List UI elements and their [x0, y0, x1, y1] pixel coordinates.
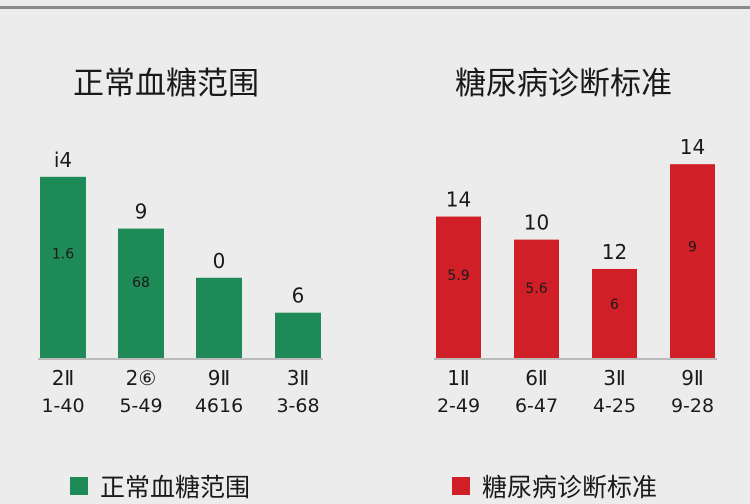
left-legend: 正常血糖范围 [70, 468, 250, 504]
diabetes-bar-inner-label-1: 5.9 [447, 268, 469, 284]
legend-swatch-diabetes [452, 477, 470, 495]
right-chart-title: 糖尿病诊断标准 [455, 66, 672, 102]
normal-bar-3 [196, 277, 242, 358]
diabetes-range-label-2: 6-47 [515, 395, 558, 417]
normal-tick-label-3: 9Ⅱ [208, 366, 231, 390]
normal-tick-label-4: 3Ⅱ [287, 366, 310, 390]
normal-bar-top-label-1: i4 [54, 148, 72, 172]
normal-range-label-4: 3-68 [276, 395, 319, 417]
diabetes-bar-inner-label-3: 6 [610, 297, 619, 313]
diabetes-range-label-1: 2-49 [437, 395, 480, 417]
normal-bar-top-label-2: 9 [135, 200, 148, 224]
normal-bar-1 [40, 176, 86, 358]
normal-bar-inner-label-2: 68 [132, 275, 150, 291]
diabetes-bar-top-label-1: 14 [446, 188, 471, 212]
diabetes-bar-2 [514, 239, 559, 358]
normal-bar-inner-label-1: 1.6 [52, 246, 74, 262]
normal-range-label-3: 4616 [195, 395, 243, 417]
diabetes-bar-1 [436, 216, 481, 358]
legend-swatch-normal [70, 477, 88, 495]
legend-label-normal: 正常血糖范围 [100, 473, 251, 502]
diabetes-bar-inner-label-2: 5.6 [525, 281, 547, 297]
diabetes-tick-label-1: 1Ⅱ [447, 366, 470, 390]
diabetes-range-label-3: 4-25 [593, 395, 636, 417]
diabetes-bar-top-label-4: 14 [680, 135, 705, 159]
normal-range-label-2: 5-49 [119, 395, 162, 417]
diabetes-bar-top-label-3: 12 [602, 240, 627, 264]
diabetes-tick-label-4: 9Ⅱ [681, 366, 704, 390]
diabetes-bar-3 [592, 268, 637, 358]
diabetes-tick-label-3: 3Ⅱ [603, 366, 626, 390]
diabetes-bar-4 [670, 164, 715, 358]
normal-bar-top-label-4: 6 [292, 284, 305, 308]
normal-tick-label-2: 2⑥ [126, 366, 157, 390]
normal-range-label-1: 1-40 [41, 395, 84, 417]
diabetes-bar-inner-label-4: 9 [688, 239, 697, 255]
top-rule [0, 6, 750, 9]
normal-bar-top-label-3: 0 [213, 249, 226, 273]
left-chart-title: 正常血糖范围 [73, 66, 259, 102]
diabetes-tick-label-2: 6Ⅱ [525, 366, 548, 390]
legend-label-diabetes: 糖尿病诊断标准 [482, 473, 658, 502]
normal-bar-4 [275, 312, 321, 358]
right-legend: 糖尿病诊断标准 [452, 468, 657, 504]
diabetes-bar-top-label-2: 10 [524, 211, 549, 235]
diabetes-range-label-4: 9-28 [671, 395, 714, 417]
normal-tick-label-1: 2Ⅱ [52, 366, 75, 390]
normal-bar-2 [118, 228, 164, 358]
